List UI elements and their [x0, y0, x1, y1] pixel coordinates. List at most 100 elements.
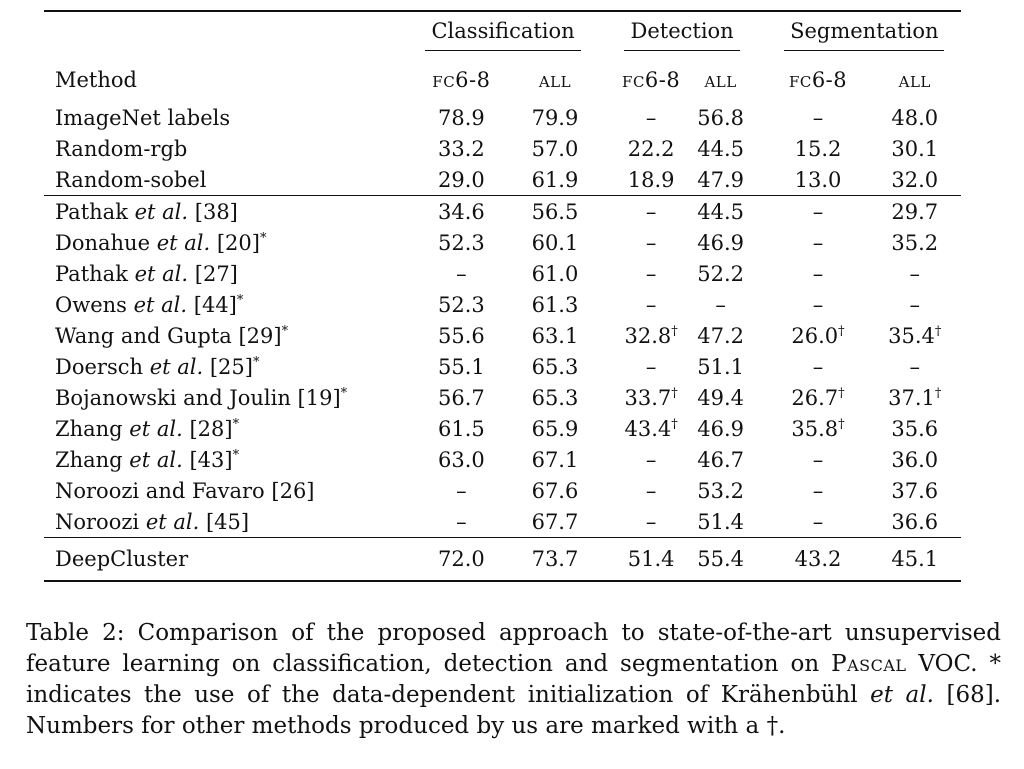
- table-caption: Table 2: Comparison of the proposed appr…: [26, 618, 1001, 742]
- value-cell: 78.9: [410, 102, 514, 133]
- cell-value: 78.9: [438, 105, 485, 130]
- table-body: ImageNet labels 78.9 79.9 – 56.8 – 48.0 Random-…: [44, 102, 961, 581]
- value-cell: 46.9: [690, 227, 752, 258]
- value-cell: 55.6: [410, 320, 514, 351]
- cell-value: 72.0: [438, 547, 485, 571]
- method-name: Bojanowski and Joulin: [55, 385, 291, 410]
- cell-value: –: [715, 292, 726, 317]
- value-cell: 44.5: [690, 196, 752, 228]
- cell-value: –: [812, 261, 824, 286]
- cell-value: –: [456, 261, 467, 286]
- caption-text-1: Table 2: Comparison of the proposed appr…: [26, 620, 1001, 677]
- cell-value: 73.7: [531, 547, 579, 571]
- cell-value: 35.4: [888, 323, 935, 348]
- value-cell: 35.6: [869, 413, 961, 444]
- value-cell: 29.0: [410, 164, 514, 196]
- cell-value: –: [645, 354, 657, 379]
- value-cell: 60.1: [513, 227, 596, 258]
- results-table: Classification Detection Segmentation Me…: [44, 10, 961, 582]
- cell-value: 51.1: [697, 354, 744, 379]
- table-row: ImageNet labels 78.9 79.9 – 56.8 – 48.0: [44, 102, 961, 133]
- value-cell: 13.0: [768, 164, 869, 196]
- cell-value: –: [812, 447, 824, 472]
- value-cell: –: [869, 289, 961, 320]
- subheader-det-all: all: [704, 68, 737, 92]
- cell-value: –: [645, 447, 657, 472]
- value-cell: 15.2: [768, 133, 869, 164]
- cell-value: –: [812, 292, 824, 317]
- cell-value: –: [812, 509, 824, 534]
- table-row: Wang and Gupta [29]* 55.6 63.1 32.8† 47.2 26.…: [44, 320, 961, 351]
- table-row: Random-sobel 29.0 61.9 18.9 47.9 13.0 32.0: [44, 164, 961, 196]
- citation-ref: [45]: [205, 509, 250, 534]
- cell-value: 32.8: [624, 323, 672, 348]
- value-cell: –: [613, 351, 690, 382]
- cell-value: 44.5: [697, 136, 744, 161]
- method-name: Doersch: [55, 354, 144, 379]
- dagger-mark: †: [671, 323, 678, 339]
- group-header-detection: Detection: [613, 11, 752, 58]
- value-cell: 65.3: [513, 382, 596, 413]
- value-cell: 35.8†: [768, 413, 869, 444]
- cell-value: 29.7: [891, 199, 939, 224]
- cell-value: 47.2: [697, 323, 744, 348]
- value-cell: 44.5: [690, 133, 752, 164]
- cell-value: –: [909, 354, 921, 379]
- value-cell: 63.1: [513, 320, 596, 351]
- method-cell: ImageNet labels: [44, 102, 410, 133]
- dagger-mark: †: [838, 416, 845, 432]
- cell-value: 13.0: [794, 167, 842, 192]
- method-name: Donahue: [55, 230, 151, 255]
- cell-value: 53.2: [697, 478, 744, 503]
- cell-value: 61.5: [438, 416, 485, 441]
- table-row: Noroozi and Favaro [26] – 67.6 – 53.2 – 37.6: [44, 475, 961, 506]
- value-cell: 55.1: [410, 351, 514, 382]
- value-cell: –: [613, 475, 690, 506]
- cell-value: 33.2: [438, 136, 485, 161]
- value-cell: –: [410, 475, 514, 506]
- value-cell: 61.3: [513, 289, 596, 320]
- cell-value: 63.1: [531, 323, 579, 348]
- cell-value: 48.0: [891, 105, 939, 130]
- value-cell: 79.9: [513, 102, 596, 133]
- value-cell: 61.9: [513, 164, 596, 196]
- group-header-row: Classification Detection Segmentation: [44, 11, 961, 58]
- etal-text: et al.: [129, 416, 183, 441]
- cell-value: –: [909, 292, 921, 317]
- cell-value: –: [645, 509, 657, 534]
- value-cell: 34.6: [410, 196, 514, 228]
- cell-value: 36.0: [891, 447, 939, 472]
- method-name: Noroozi: [55, 509, 140, 534]
- value-cell: 56.5: [513, 196, 596, 228]
- citation-ref: [29]: [238, 323, 282, 348]
- value-cell: 22.2: [613, 133, 690, 164]
- cell-value: 67.6: [531, 478, 579, 503]
- value-cell: –: [768, 506, 869, 538]
- cell-value: 57.0: [531, 136, 579, 161]
- cell-value: 37.6: [891, 478, 939, 503]
- cell-value: 34.6: [438, 199, 485, 224]
- value-cell: 61.5: [410, 413, 514, 444]
- etal-text: et al.: [129, 447, 183, 472]
- cell-value: 61.9: [531, 167, 579, 192]
- cell-value: 43.4: [624, 416, 672, 441]
- value-cell: 51.4: [613, 538, 690, 582]
- etal-text: et al.: [145, 509, 200, 534]
- value-cell: –: [869, 351, 961, 382]
- cell-value: 15.2: [794, 136, 842, 161]
- cell-value: 52.2: [697, 261, 744, 286]
- value-cell: 26.7†: [768, 382, 869, 413]
- value-cell: 29.7: [869, 196, 961, 228]
- value-cell: 52.2: [690, 258, 752, 289]
- value-cell: 37.6: [869, 475, 961, 506]
- star-mark: *: [259, 230, 267, 246]
- etal-text: et al.: [149, 354, 204, 379]
- method-header: Method: [55, 68, 137, 92]
- cell-value: 65.3: [531, 354, 579, 379]
- cell-value: 67.7: [531, 509, 579, 534]
- value-cell: –: [613, 258, 690, 289]
- cell-value: 46.7: [697, 447, 744, 472]
- cell-value: 46.9: [697, 230, 744, 255]
- cell-value: 67.1: [531, 447, 579, 472]
- table-row: Random-rgb 33.2 57.0 22.2 44.5 15.2 30.1: [44, 133, 961, 164]
